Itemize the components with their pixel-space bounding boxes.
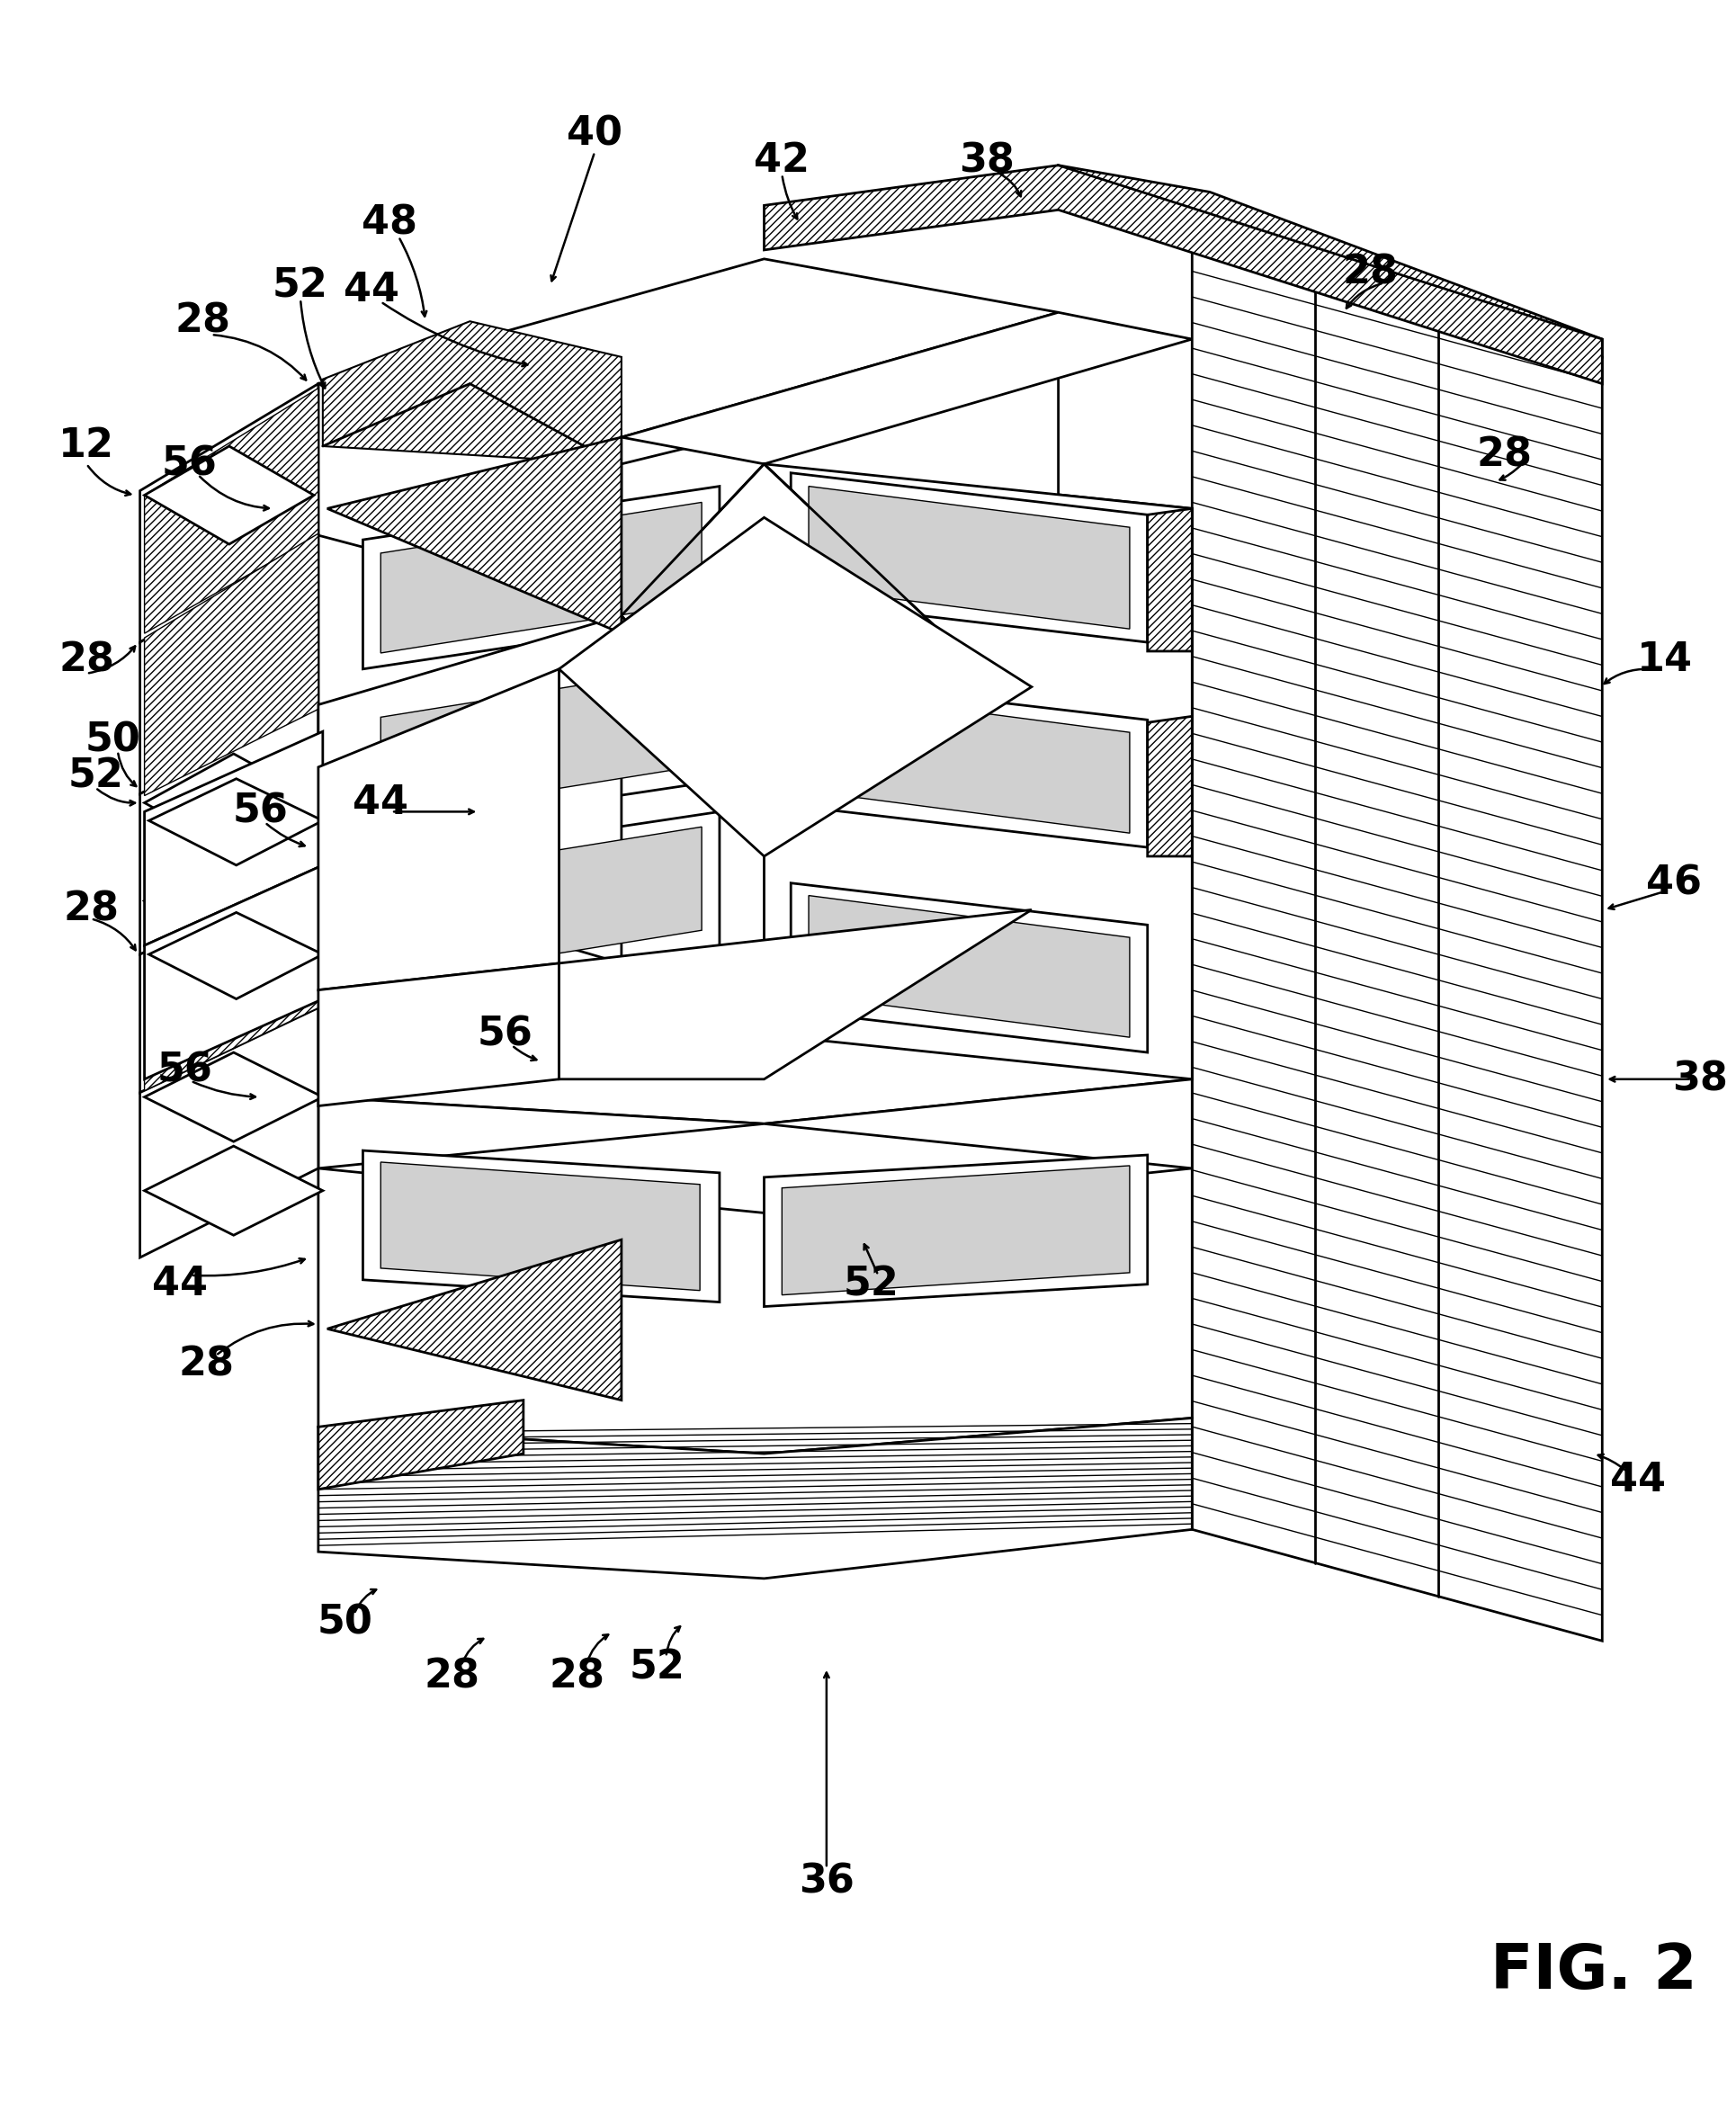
Text: 28: 28 bbox=[424, 1658, 479, 1696]
Polygon shape bbox=[363, 486, 719, 670]
Polygon shape bbox=[809, 486, 1130, 629]
Polygon shape bbox=[1147, 716, 1193, 855]
Polygon shape bbox=[318, 384, 621, 615]
Text: 56: 56 bbox=[233, 792, 288, 830]
Text: 50: 50 bbox=[85, 720, 141, 760]
Polygon shape bbox=[363, 811, 719, 999]
Text: 50: 50 bbox=[318, 1603, 373, 1643]
Polygon shape bbox=[144, 389, 318, 634]
Text: 28: 28 bbox=[62, 891, 118, 929]
Polygon shape bbox=[621, 357, 1059, 615]
Polygon shape bbox=[144, 534, 318, 796]
Polygon shape bbox=[809, 895, 1130, 1037]
Polygon shape bbox=[1059, 165, 1602, 357]
Polygon shape bbox=[318, 963, 559, 1107]
Polygon shape bbox=[144, 1052, 323, 1143]
Text: 28: 28 bbox=[1342, 253, 1397, 291]
Polygon shape bbox=[764, 1155, 1147, 1307]
Polygon shape bbox=[144, 876, 318, 1090]
Polygon shape bbox=[1147, 509, 1193, 650]
Polygon shape bbox=[380, 503, 701, 653]
Polygon shape bbox=[144, 731, 323, 946]
Polygon shape bbox=[380, 1162, 700, 1290]
Text: 44: 44 bbox=[153, 1265, 208, 1303]
Text: 40: 40 bbox=[568, 114, 623, 154]
Polygon shape bbox=[144, 446, 314, 545]
Polygon shape bbox=[144, 851, 323, 950]
Polygon shape bbox=[144, 754, 323, 851]
Text: 56: 56 bbox=[477, 1016, 533, 1054]
Polygon shape bbox=[318, 465, 1193, 1124]
Text: 48: 48 bbox=[361, 205, 418, 243]
Polygon shape bbox=[621, 313, 1193, 465]
Text: 56: 56 bbox=[156, 1052, 212, 1090]
Polygon shape bbox=[621, 465, 943, 786]
Polygon shape bbox=[318, 615, 621, 963]
Text: 28: 28 bbox=[179, 1345, 234, 1383]
Text: 52: 52 bbox=[844, 1265, 899, 1303]
Text: 52: 52 bbox=[68, 756, 123, 796]
Polygon shape bbox=[318, 1417, 1193, 1578]
Polygon shape bbox=[141, 705, 318, 955]
Text: 46: 46 bbox=[1646, 864, 1701, 902]
Polygon shape bbox=[318, 1079, 1193, 1453]
Polygon shape bbox=[141, 534, 318, 794]
Text: 44: 44 bbox=[344, 270, 399, 310]
Polygon shape bbox=[318, 1400, 523, 1489]
Polygon shape bbox=[141, 874, 318, 1092]
Polygon shape bbox=[792, 883, 1147, 1052]
Polygon shape bbox=[149, 779, 323, 866]
Polygon shape bbox=[1193, 245, 1602, 1641]
Text: FIG. 2: FIG. 2 bbox=[1489, 1941, 1696, 2000]
Polygon shape bbox=[380, 665, 701, 817]
Polygon shape bbox=[318, 1124, 1193, 1212]
Polygon shape bbox=[764, 165, 1602, 384]
Text: 28: 28 bbox=[175, 302, 231, 340]
Text: 52: 52 bbox=[628, 1647, 686, 1687]
Text: 44: 44 bbox=[352, 784, 408, 822]
Polygon shape bbox=[809, 691, 1130, 832]
Polygon shape bbox=[144, 866, 323, 1079]
Text: 42: 42 bbox=[753, 142, 809, 180]
Text: 36: 36 bbox=[799, 1863, 854, 1901]
Text: 28: 28 bbox=[549, 1658, 604, 1696]
Text: 38: 38 bbox=[1672, 1060, 1727, 1098]
Text: 52: 52 bbox=[273, 266, 328, 304]
Text: 28: 28 bbox=[59, 640, 115, 680]
Polygon shape bbox=[363, 1151, 719, 1303]
Polygon shape bbox=[318, 260, 1059, 437]
Text: 56: 56 bbox=[161, 446, 217, 484]
Polygon shape bbox=[149, 912, 323, 999]
Text: 14: 14 bbox=[1637, 640, 1693, 680]
Polygon shape bbox=[792, 473, 1147, 642]
Polygon shape bbox=[141, 1007, 318, 1257]
Text: 38: 38 bbox=[960, 142, 1016, 180]
Polygon shape bbox=[380, 828, 701, 982]
Polygon shape bbox=[363, 650, 719, 834]
Polygon shape bbox=[144, 1147, 323, 1236]
Polygon shape bbox=[323, 321, 621, 465]
Text: 44: 44 bbox=[1609, 1462, 1667, 1500]
Polygon shape bbox=[326, 437, 621, 634]
Polygon shape bbox=[781, 1166, 1130, 1295]
Polygon shape bbox=[792, 678, 1147, 847]
Text: 12: 12 bbox=[59, 427, 115, 465]
Polygon shape bbox=[764, 465, 1193, 1079]
Polygon shape bbox=[326, 1240, 621, 1400]
Polygon shape bbox=[141, 384, 318, 642]
Polygon shape bbox=[559, 517, 1031, 855]
Polygon shape bbox=[559, 910, 1031, 1079]
Polygon shape bbox=[318, 670, 559, 991]
Text: 28: 28 bbox=[1476, 435, 1533, 475]
